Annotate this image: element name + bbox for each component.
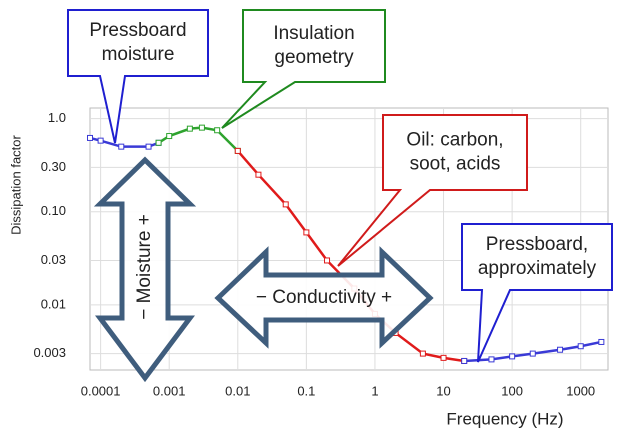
data-point	[509, 353, 516, 360]
data-point	[529, 350, 536, 357]
y-tick-label: 0.003	[33, 345, 66, 360]
x-tick-label: 100	[501, 383, 523, 398]
data-point	[255, 171, 262, 178]
callout-text: geometry	[274, 47, 354, 68]
callout-text: moisture	[102, 44, 175, 65]
x-tick-label: 0.1	[297, 383, 315, 398]
data-point	[557, 346, 564, 353]
data-point	[488, 356, 495, 363]
data-point	[419, 350, 426, 357]
callout-text: Insulation	[273, 23, 354, 44]
data-point	[461, 357, 468, 364]
data-point	[234, 147, 241, 154]
callout-text: Pressboard	[89, 20, 186, 41]
data-point	[282, 201, 289, 208]
data-point	[97, 137, 104, 144]
data-point	[214, 127, 221, 134]
data-point	[598, 338, 605, 345]
x-tick-label: 10	[436, 383, 450, 398]
callout-box	[221, 9, 386, 129]
callout-text: approximately	[478, 258, 597, 279]
moisture-arrow	[93, 156, 197, 383]
data-point	[198, 124, 205, 131]
data-point	[155, 139, 162, 146]
data-point	[440, 354, 447, 361]
conductivity-label: − Conductivity +	[256, 287, 392, 308]
x-axis-label: Frequency (Hz)	[446, 409, 563, 428]
x-tick-label: 1000	[566, 383, 595, 398]
data-point	[87, 134, 93, 141]
data-point	[303, 229, 310, 236]
conductivity-arrow	[214, 246, 434, 349]
x-tick-label: 1	[371, 383, 378, 398]
y-tick-label: 1.0	[48, 110, 66, 125]
data-point	[324, 257, 331, 264]
callout-box	[461, 223, 613, 363]
y-tick-label: 0.01	[41, 296, 66, 311]
y-tick-label: 0.30	[41, 159, 66, 174]
data-point	[166, 133, 173, 140]
x-tick-label: 0.001	[153, 383, 186, 398]
moisture-label: − Moisture +	[134, 214, 155, 320]
callout-box	[337, 114, 528, 267]
y-axis-label: Dissipation factor	[8, 134, 23, 234]
callout-text: Oil: carbon,	[406, 130, 503, 151]
data-point	[186, 125, 193, 132]
callout-text: Pressboard,	[486, 234, 588, 255]
y-tick-label: 0.03	[41, 252, 66, 267]
data-point	[145, 143, 152, 150]
callout-box	[67, 9, 209, 144]
data-point	[118, 143, 125, 150]
x-tick-label: 0.01	[225, 383, 250, 398]
data-point	[577, 343, 584, 350]
y-tick-label: 0.10	[41, 203, 66, 218]
x-tick-label: 0.0001	[81, 383, 121, 398]
callout-text: soot, acids	[410, 154, 501, 175]
